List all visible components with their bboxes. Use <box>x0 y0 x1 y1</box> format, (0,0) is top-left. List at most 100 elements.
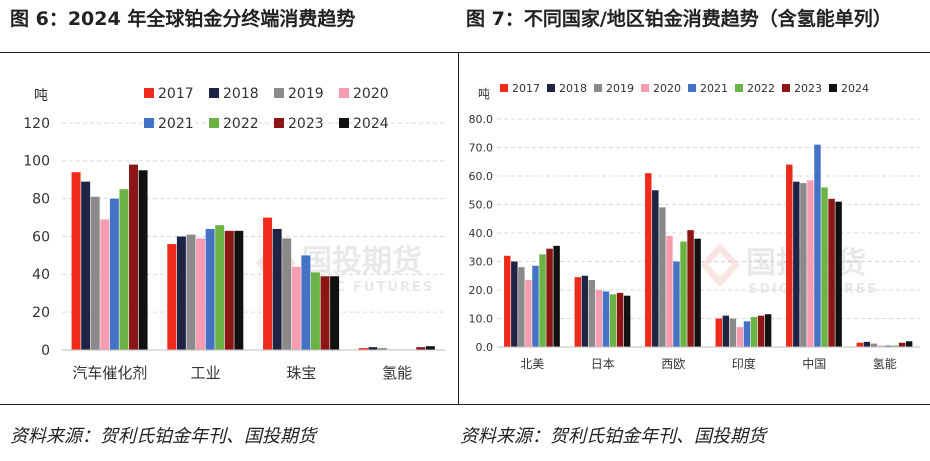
watermark-text: 国投期货 <box>302 244 422 279</box>
bar-2021-0 <box>532 265 539 347</box>
legend-swatch-2017 <box>144 88 154 98</box>
legend-label-2020: 2020 <box>353 86 389 102</box>
legend-label-2017: 2017 <box>512 82 540 95</box>
legend-label-2023: 2023 <box>794 82 822 95</box>
bar-2020-4 <box>807 180 814 347</box>
bar-2017-3 <box>358 348 368 350</box>
bar-2024-1 <box>623 295 631 347</box>
bar-2023-1 <box>616 292 624 347</box>
y-tick-label: 20.0 <box>469 284 494 297</box>
bar-2019-0 <box>518 267 525 347</box>
legend-label-2021: 2021 <box>700 82 728 95</box>
bar-2024-0 <box>138 170 148 350</box>
y-tick-label: 60.0 <box>469 170 494 183</box>
legend-label-2023: 2023 <box>288 116 324 132</box>
bar-2021-3 <box>743 321 751 347</box>
legend-swatch-2021 <box>688 84 696 92</box>
bar-2017-2 <box>263 217 273 350</box>
legend-label-2018: 2018 <box>223 86 259 102</box>
bar-2023-2 <box>320 276 330 350</box>
legend-label-2022: 2022 <box>223 116 259 132</box>
bar-2023-3 <box>757 315 765 347</box>
bar-2023-0 <box>129 164 138 350</box>
y-tick-label: 30.0 <box>469 255 494 268</box>
bar-2018-5 <box>863 341 871 347</box>
y-tick-label: 20 <box>32 305 50 321</box>
watermark-logo-icon <box>700 243 740 287</box>
bar-2022-1 <box>609 294 617 347</box>
legend-swatch-2024 <box>829 84 837 92</box>
bar-2021-1 <box>602 291 610 347</box>
legend-swatch-2023 <box>274 118 284 128</box>
bar-2018-3 <box>368 347 378 350</box>
legend-swatch-2019 <box>274 88 284 98</box>
legend-label-2018: 2018 <box>559 82 587 95</box>
legend-swatch-2024 <box>339 118 349 128</box>
bar-2023-5 <box>898 342 906 347</box>
bottom-rule <box>0 404 930 405</box>
bar-2019-2 <box>282 238 292 350</box>
bar-2017-4 <box>786 164 793 347</box>
bar-2020-0 <box>100 219 110 350</box>
bar-2024-3 <box>425 346 435 350</box>
legend-swatch-2019 <box>594 84 602 92</box>
bar-2023-1 <box>224 230 234 350</box>
bar-2019-5 <box>870 343 878 347</box>
bar-2019-3 <box>729 318 737 347</box>
bar-2019-1 <box>588 280 596 347</box>
legend-swatch-2018 <box>547 84 555 92</box>
legend-label-2017: 2017 <box>158 86 194 102</box>
y-tick-label: 100 <box>23 154 50 170</box>
x-category-label: 日本 <box>591 357 615 371</box>
bar-2018-0 <box>81 181 91 350</box>
bar-2020-3 <box>736 327 744 347</box>
left-source-note: 资料来源：贺利氏铂金年刊、国投期货 <box>10 426 316 447</box>
bar-2022-3 <box>750 317 758 347</box>
legend-swatch-2021 <box>144 118 154 128</box>
bar-2017-1 <box>574 277 581 347</box>
y-tick-label: 50.0 <box>469 198 494 211</box>
bar-2020-1 <box>196 238 206 350</box>
bar-2018-1 <box>581 275 589 347</box>
legend-swatch-2020 <box>641 84 649 92</box>
legend-label-2019: 2019 <box>288 86 324 102</box>
y-tick-label: 120 <box>23 116 50 132</box>
legend-swatch-2017 <box>500 84 508 92</box>
x-category-label: 工业 <box>191 364 221 382</box>
x-category-label: 中国 <box>802 356 826 371</box>
right-figure-title: 图 7：不同国家/地区铂金消费趋势（含氢能单列） <box>466 8 892 30</box>
bar-2024-0 <box>553 245 560 347</box>
bar-2020-5 <box>877 345 885 347</box>
bar-2021-2 <box>301 255 311 350</box>
x-category-label: 氢能 <box>382 364 412 382</box>
bar-2023-3 <box>416 347 426 350</box>
right-source-note: 资料来源：贺利氏铂金年刊、国投期货 <box>460 426 766 447</box>
y-tick-label: 60 <box>32 229 50 245</box>
y-tick-label: 40 <box>32 267 50 283</box>
x-category-label: 印度 <box>732 356 756 371</box>
bar-2019-2 <box>659 207 666 347</box>
legend-label-2021: 2021 <box>158 116 194 132</box>
bar-2024-2 <box>330 276 340 350</box>
bar-2024-4 <box>835 201 842 347</box>
bar-2018-0 <box>511 261 518 347</box>
bar-2024-1 <box>234 230 244 350</box>
bar-2017-3 <box>715 318 722 347</box>
bar-2020-2 <box>291 266 301 350</box>
legend-label-2024: 2024 <box>353 116 389 132</box>
bar-2022-0 <box>539 254 546 347</box>
x-category-label: 珠宝 <box>286 364 316 382</box>
bar-2018-2 <box>652 190 659 347</box>
left-figure-title: 图 6：2024 年全球铂金分终端消费趋势 <box>10 8 356 30</box>
bar-2021-1 <box>205 228 215 350</box>
bar-2017-0 <box>504 255 511 347</box>
left-chart: 020406080100120吨国投期货SDIC FUTURES汽车催化剂 工业珠… <box>23 86 445 382</box>
bar-2019-0 <box>90 196 100 350</box>
x-category-label: 西欧 <box>661 357 685 371</box>
bar-2021-5 <box>884 345 892 347</box>
legend-label-2020: 2020 <box>653 82 681 95</box>
bar-2017-1 <box>167 244 177 350</box>
y-tick-label: 40.0 <box>469 227 494 240</box>
x-category-label: 北美 <box>520 357 544 371</box>
legend-swatch-2022 <box>209 118 219 128</box>
